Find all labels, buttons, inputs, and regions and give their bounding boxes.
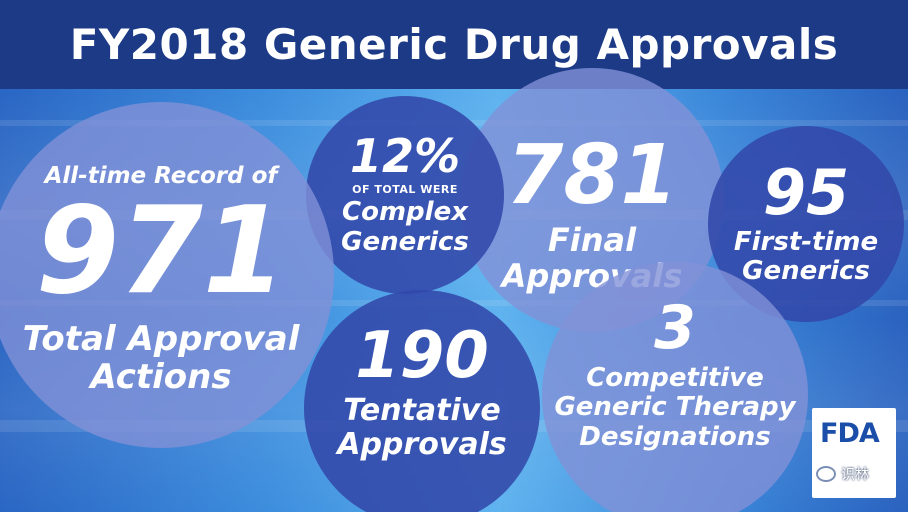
fda-logo-text: FDA <box>820 418 880 449</box>
tentative-approvals-label-1: Tentative <box>343 393 501 429</box>
first-time-generics-value: 95 <box>762 155 850 229</box>
competitive-designations-value: 3 <box>654 293 696 364</box>
header-banner: FY2018 Generic Drug Approvals <box>0 0 908 89</box>
complex-generics-label-1: Complex <box>342 197 468 228</box>
first-time-generics-label-2: Generics <box>742 256 870 286</box>
tentative-approvals-circle: 190 Tentative Approvals <box>304 290 540 512</box>
complex-generics-circle: 12% OF TOTAL WERE Complex Generics <box>306 96 504 294</box>
fda-logo: FDA <box>812 408 896 498</box>
final-approvals-label-1: Final <box>547 221 637 260</box>
competitive-designations-label-2: Generic Therapy <box>554 392 796 423</box>
competitive-designations-circle: 3 Competitive Generic Therapy Designatio… <box>542 262 808 512</box>
final-approvals-value: 781 <box>506 128 678 224</box>
tentative-approvals-value: 190 <box>355 319 489 394</box>
total-approvals-prefix: All-time Record of <box>44 163 278 190</box>
watermark: 识林 <box>816 464 869 484</box>
complex-generics-label-2: Generics <box>341 226 469 257</box>
chat-bubble-icon <box>816 466 836 482</box>
complex-generics-small: OF TOTAL WERE <box>352 183 458 197</box>
total-approvals-value: 971 <box>35 181 287 321</box>
total-approvals-label-1: Total Approval <box>22 318 300 359</box>
total-approvals-label-2: Actions <box>90 356 232 397</box>
first-time-generics-label-1: First-time <box>733 226 879 257</box>
total-approvals-circle: All-time Record of 971 Total Approval Ac… <box>0 102 334 448</box>
competitive-designations-label-3: Designations <box>579 421 771 452</box>
tentative-approvals-label-2: Approvals <box>337 427 507 462</box>
competitive-designations-label-1: Competitive <box>586 363 764 394</box>
page-title: FY2018 Generic Drug Approvals <box>69 20 839 69</box>
watermark-text: 识林 <box>841 467 869 483</box>
complex-generics-value: 12% <box>349 129 461 184</box>
